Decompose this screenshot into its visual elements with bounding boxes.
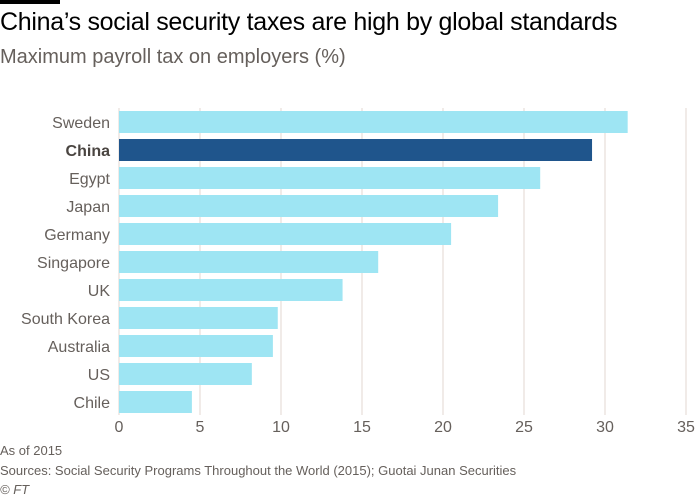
category-label: Chile: [74, 395, 111, 412]
bar-australia: [119, 335, 273, 357]
bars: [119, 111, 628, 413]
category-label: China: [66, 143, 111, 160]
x-tick-label: 35: [677, 419, 695, 436]
category-label: South Korea: [21, 311, 110, 328]
bar-sweden: [119, 111, 628, 133]
category-label: Egypt: [69, 171, 110, 188]
footnote: As of 2015: [0, 443, 63, 458]
category-label: Sweden: [52, 115, 110, 132]
chart-title: China’s social security taxes are high b…: [0, 8, 618, 36]
bar-south-korea: [119, 307, 278, 329]
sources: Sources: Social Security Programs Throug…: [0, 463, 517, 478]
category-label: Singapore: [37, 255, 110, 272]
x-tick-label: 5: [196, 419, 205, 436]
bar-chart: Sweden China Egypt Japan Germany Singapore UK S…: [21, 108, 695, 436]
category-label: Germany: [44, 227, 110, 244]
chart-subtitle: Maximum payroll tax on employers (%): [0, 46, 346, 68]
bar-egypt: [119, 167, 541, 189]
x-tick-labels: 0 5 10 15 20 25 30 35: [115, 419, 695, 436]
category-label: Japan: [66, 199, 110, 216]
copyright: © FT: [0, 482, 30, 497]
x-tick-label: 30: [596, 419, 614, 436]
x-tick-label: 25: [515, 419, 533, 436]
x-tick-label: 10: [272, 419, 290, 436]
bar-germany: [119, 223, 452, 245]
category-label: Australia: [48, 339, 110, 356]
category-label: UK: [88, 283, 111, 300]
bar-singapore: [119, 251, 379, 273]
ft-top-bar: [0, 0, 60, 4]
category-label: US: [88, 367, 110, 384]
bar-japan: [119, 195, 499, 217]
bar-chile: [119, 391, 192, 413]
category-labels: Sweden China Egypt Japan Germany Singapore UK S…: [21, 115, 111, 412]
bar-us: [119, 363, 252, 385]
x-tick-label: 0: [115, 419, 124, 436]
bar-china: [119, 139, 593, 161]
x-tick-label: 15: [353, 419, 371, 436]
x-tick-label: 20: [434, 419, 452, 436]
bar-uk: [119, 279, 343, 301]
